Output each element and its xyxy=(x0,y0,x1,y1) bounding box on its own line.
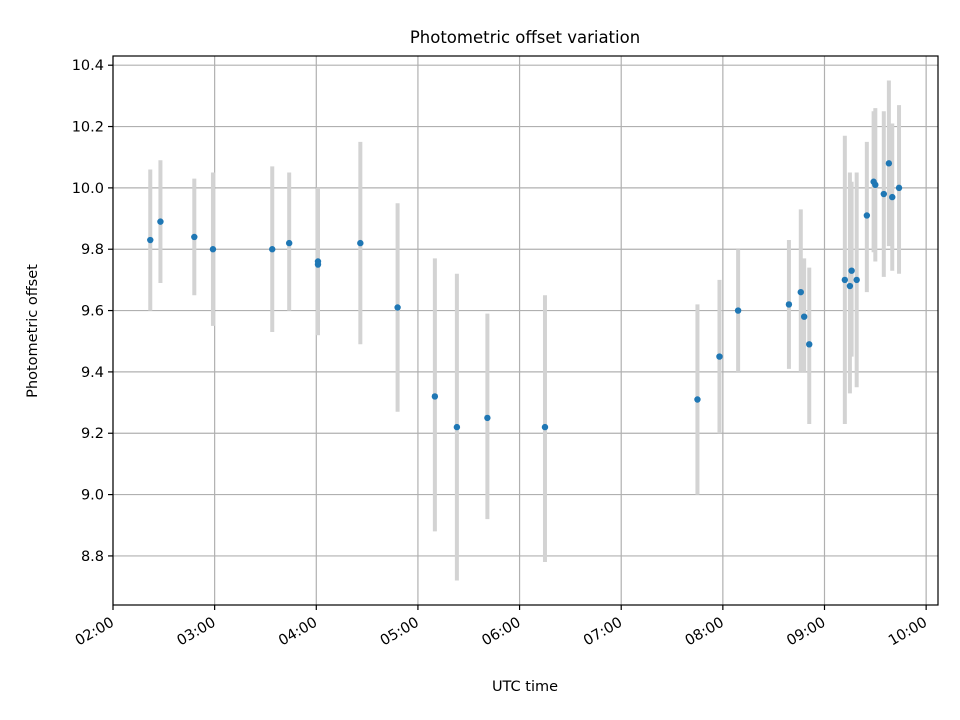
data-point xyxy=(889,193,896,201)
data-point xyxy=(841,276,849,284)
y-tick-label: 9.0 xyxy=(81,488,104,504)
data-point xyxy=(209,246,217,253)
y-tick-label: 10.4 xyxy=(72,58,104,74)
y-tick-label: 10.0 xyxy=(72,181,104,197)
data-point xyxy=(863,212,871,219)
data-points xyxy=(147,160,903,431)
data-point xyxy=(431,393,439,400)
y-tick-label: 9.6 xyxy=(81,304,104,320)
data-point xyxy=(314,261,322,268)
data-point xyxy=(147,236,154,244)
data-point xyxy=(191,233,198,241)
y-tick-label: 10.2 xyxy=(72,120,104,136)
data-point xyxy=(285,239,293,247)
plot-frame xyxy=(112,55,939,606)
data-point xyxy=(797,288,804,296)
data-point xyxy=(394,304,401,311)
data-point xyxy=(357,239,364,247)
y-axis-ticks: 8.8 9.0 9.2 9.4 9.6 9.8 10.0 10.2 10.4 xyxy=(72,58,113,565)
data-point xyxy=(885,160,893,167)
y-tick-label: 9.4 xyxy=(81,365,104,381)
data-point xyxy=(453,423,461,431)
data-point xyxy=(484,414,491,422)
data-point xyxy=(895,184,903,192)
data-point xyxy=(872,181,879,189)
data-point xyxy=(734,307,742,314)
data-point xyxy=(694,396,701,403)
y-tick-label: 8.8 xyxy=(81,549,104,565)
data-point xyxy=(806,341,813,348)
x-axis-label: UTC time xyxy=(492,679,558,695)
data-point xyxy=(269,246,276,253)
data-point xyxy=(785,301,793,308)
data-point xyxy=(541,423,549,431)
data-point xyxy=(157,218,164,225)
y-tick-label: 9.2 xyxy=(81,426,104,442)
data-point xyxy=(848,267,855,274)
data-point xyxy=(800,313,808,320)
chart-title: Photometric offset variation xyxy=(410,28,640,47)
y-tick-label: 9.8 xyxy=(81,242,104,258)
data-point xyxy=(716,353,723,360)
data-point xyxy=(846,282,854,290)
data-point xyxy=(853,276,860,284)
y-axis-label: Photometric offset xyxy=(25,264,41,398)
data-point xyxy=(880,190,887,198)
